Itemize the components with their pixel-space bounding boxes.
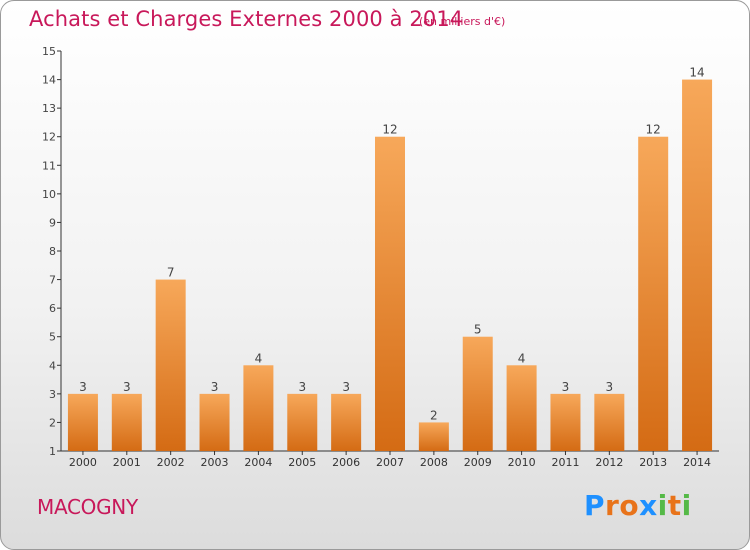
y-tick-label: 9 xyxy=(49,216,56,229)
bar xyxy=(506,365,537,451)
bar xyxy=(375,136,405,451)
y-tick-label: 11 xyxy=(42,159,56,172)
x-tick-label: 2001 xyxy=(113,456,141,469)
x-tick-label: 2013 xyxy=(639,456,667,469)
logo-letter: x xyxy=(639,489,658,522)
bar xyxy=(243,365,274,451)
bar-data-label: 3 xyxy=(79,380,87,394)
bar-data-label: 4 xyxy=(255,351,263,365)
bar-data-label: 12 xyxy=(382,123,397,137)
y-tick-label: 3 xyxy=(49,388,56,401)
bar xyxy=(67,393,98,451)
y-tick-label: 2 xyxy=(49,416,56,429)
logo-letter: i xyxy=(657,489,668,522)
y-tick-label: 4 xyxy=(49,359,56,372)
y-tick-label: 1 xyxy=(49,445,56,458)
x-tick-label: 2005 xyxy=(288,456,316,469)
bar-data-label: 12 xyxy=(646,123,661,137)
bar xyxy=(418,422,449,451)
y-tick-label: 12 xyxy=(42,131,56,144)
bar-data-label: 3 xyxy=(606,380,614,394)
y-tick-label: 6 xyxy=(49,302,56,315)
bar xyxy=(111,393,142,451)
bar xyxy=(331,393,362,451)
bar xyxy=(199,393,230,451)
bar-data-label: 14 xyxy=(689,66,704,80)
bar xyxy=(287,393,318,451)
bar-data-label: 3 xyxy=(123,380,131,394)
bar xyxy=(155,279,186,451)
x-tick-label: 2014 xyxy=(683,456,711,469)
bar-data-label: 3 xyxy=(342,380,350,394)
commune-name: MACOGNY xyxy=(37,495,138,519)
y-tick-label: 8 xyxy=(49,245,56,258)
chart-title: Achats et Charges Externes 2000 à 2014 xyxy=(29,7,464,31)
logo-letter: i xyxy=(681,489,692,522)
bar xyxy=(550,393,581,451)
bar-data-label: 2 xyxy=(430,408,438,422)
bar xyxy=(594,393,625,451)
x-tick-label: 2007 xyxy=(376,456,404,469)
x-tick-label: 2003 xyxy=(201,456,229,469)
bar-data-label: 4 xyxy=(518,351,526,365)
logo-letter: o xyxy=(619,489,640,522)
x-tick-label: 2004 xyxy=(244,456,272,469)
logo-letter: t xyxy=(667,489,682,522)
bar xyxy=(682,79,713,452)
bar-data-label: 5 xyxy=(474,323,482,337)
x-tick-label: 2009 xyxy=(464,456,492,469)
bar-data-label: 3 xyxy=(211,380,219,394)
x-tick-label: 2011 xyxy=(551,456,579,469)
x-tick-label: 2012 xyxy=(595,456,623,469)
y-tick-label: 7 xyxy=(49,274,56,287)
bar-data-label: 3 xyxy=(562,380,570,394)
logo-letter: r xyxy=(605,489,620,522)
x-tick-label: 2008 xyxy=(420,456,448,469)
chart-subtitle: (en milliers d'€) xyxy=(419,15,506,28)
bar xyxy=(638,136,669,451)
bar xyxy=(462,336,493,451)
y-tick-label: 5 xyxy=(49,331,56,344)
bar-data-label: 3 xyxy=(298,380,306,394)
y-tick-label: 13 xyxy=(42,102,56,115)
y-tick-label: 10 xyxy=(42,188,56,201)
x-tick-label: 2006 xyxy=(332,456,360,469)
x-tick-label: 2010 xyxy=(508,456,536,469)
bar-data-label: 7 xyxy=(167,266,175,280)
y-tick-label: 14 xyxy=(42,74,56,87)
logo-letter: P xyxy=(584,489,606,522)
y-tick-label: 15 xyxy=(42,45,56,58)
proxiti-logo[interactable]: Proxiti xyxy=(584,489,692,522)
x-tick-label: 2000 xyxy=(69,456,97,469)
x-tick-label: 2002 xyxy=(157,456,185,469)
